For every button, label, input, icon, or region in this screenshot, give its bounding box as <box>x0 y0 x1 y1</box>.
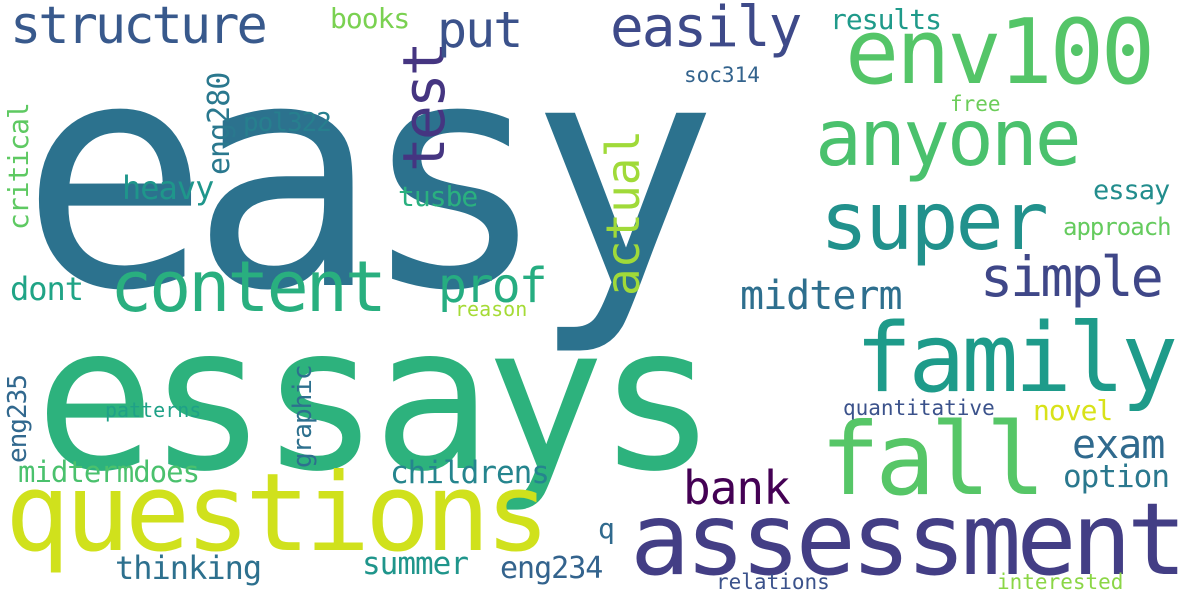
word-q: q <box>598 512 615 545</box>
word-super: super <box>820 175 1049 268</box>
word-structure: structure <box>10 0 268 56</box>
word-family: family <box>855 304 1178 414</box>
word-anyone: anyone <box>815 94 1082 184</box>
word-pol322: pol322 <box>243 108 332 138</box>
word-actual: actual <box>596 129 650 296</box>
word-interested: interested <box>997 570 1124 594</box>
word-quantitative: quantitative <box>843 396 995 420</box>
word-patterns: patterns <box>105 398 202 422</box>
word-test: test <box>390 44 458 172</box>
word-relations: relations <box>716 570 830 594</box>
word-dont: dont <box>10 270 84 308</box>
word-essays: essays <box>35 283 717 516</box>
word-results: results <box>830 3 942 36</box>
word-assessment: assessment <box>630 481 1187 598</box>
word-env100: env100 <box>845 0 1155 105</box>
word-novel: novel <box>1033 394 1113 427</box>
word-critical: critical <box>2 103 35 230</box>
word-essay: essay <box>1093 175 1170 206</box>
word-prof: prof <box>438 258 548 314</box>
word-thinking: thinking <box>115 549 262 587</box>
word-put: put <box>437 1 523 59</box>
word-content: content <box>110 246 387 328</box>
word-easy: easy <box>20 0 719 360</box>
word-questions: questions <box>5 451 550 576</box>
word-eng280: eng280 <box>202 72 237 175</box>
word-midtermdoes: midtermdoes <box>18 455 200 489</box>
word-free: free <box>950 92 1001 116</box>
word-tusbe: tusbe <box>398 180 478 213</box>
word-heavy: heavy <box>122 169 214 207</box>
word-soc314: soc314 <box>684 63 760 87</box>
word-simple: simple <box>980 245 1164 309</box>
word-books: books <box>330 2 410 35</box>
word-eng234: eng234 <box>500 551 603 586</box>
word-exam: exam <box>1072 422 1165 468</box>
word-childrens: childrens <box>390 455 550 491</box>
word-approach: approach <box>1063 213 1172 241</box>
word-reason: reason <box>455 297 528 321</box>
word-option: option <box>1063 459 1170 495</box>
word-easily: easily <box>610 0 802 60</box>
word-fall: fall <box>820 401 1046 518</box>
word-graphic: graphic <box>288 365 318 468</box>
word-summer: summer <box>362 546 469 582</box>
word-midterm: midterm <box>740 273 903 319</box>
word-bank: bank <box>683 461 791 515</box>
word-eng235: eng235 <box>3 375 33 463</box>
